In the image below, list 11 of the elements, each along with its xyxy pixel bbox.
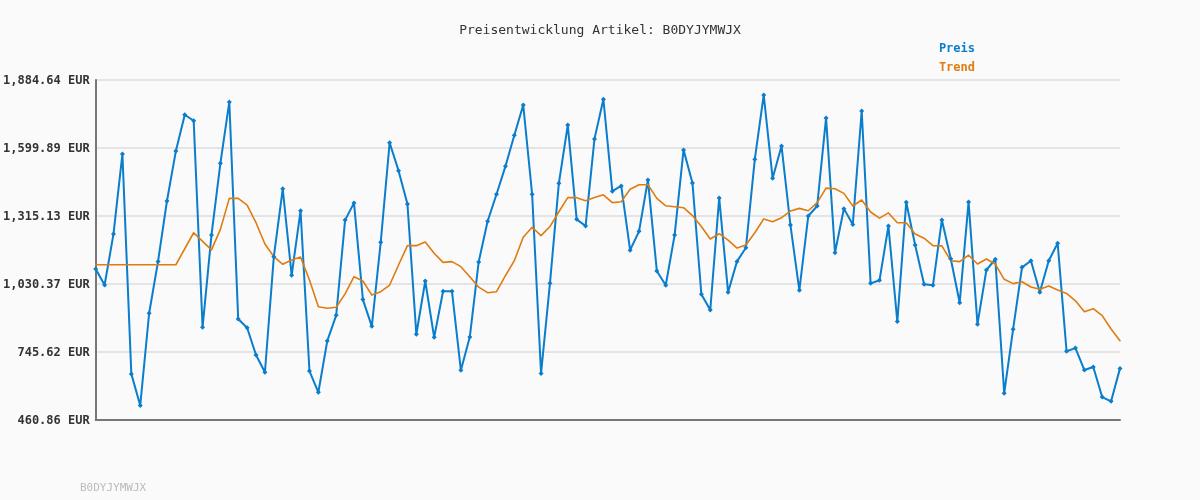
text: Preis <box>938 41 975 55</box>
y-tick-label: 745.62 EUR <box>17 345 91 359</box>
y-tick-label: 1,884.64 EUR <box>2 73 91 87</box>
line-series <box>94 183 1121 342</box>
text: B0DYJYMWJX <box>80 481 147 494</box>
chart-title: Preisentwicklung Artikel: B0DYJYMWJX <box>459 22 742 37</box>
text: Trend <box>938 60 975 74</box>
y-tick-label: 1,030.37 EUR <box>2 277 91 291</box>
y-tick-label: 1,315.13 EUR <box>2 209 91 223</box>
y-tick-label: 1,599.89 EUR <box>2 141 91 155</box>
y-tick-label: 460.86 EUR <box>17 413 91 427</box>
